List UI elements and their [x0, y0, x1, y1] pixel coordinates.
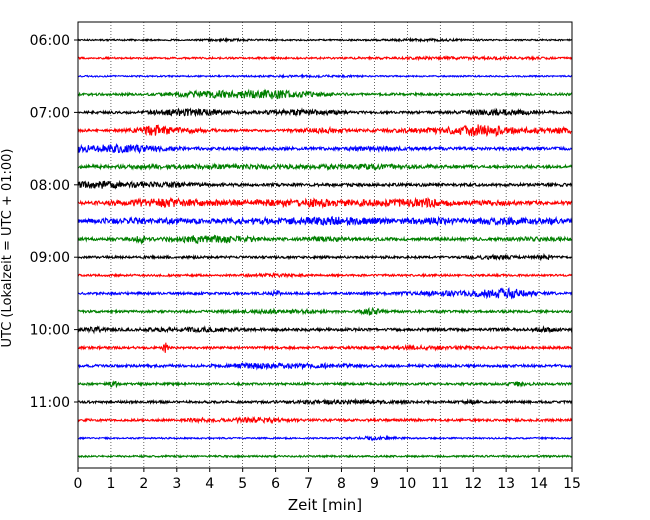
y-axis-ticks: 06:00 07:00 08:00 09:00 10:00 11:00	[30, 33, 78, 411]
trace-line	[77, 434, 573, 442]
trace-line	[77, 162, 573, 172]
y-tick-label: 10:00	[30, 323, 70, 339]
x-tick-label: 11	[431, 476, 449, 492]
plot-frame	[77, 21, 573, 469]
y-tick-label: 06:00	[30, 33, 70, 49]
trace-line	[77, 234, 573, 245]
trace-line	[77, 325, 573, 335]
x-tick-label: 0	[74, 476, 83, 492]
trace-line	[77, 306, 573, 316]
y-tick-label: 07:00	[30, 105, 70, 121]
trace-line	[77, 252, 573, 262]
x-tick-label: 10	[398, 476, 416, 492]
trace-line	[77, 397, 573, 406]
trace-line	[77, 215, 573, 227]
trace-line	[77, 36, 573, 44]
x-axis-title: Zeit [min]	[288, 496, 362, 514]
x-tick-label: 9	[370, 476, 379, 492]
trace-line	[77, 54, 573, 62]
x-tick-label: 12	[464, 476, 482, 492]
trace-line	[77, 196, 573, 209]
trace-line	[77, 142, 573, 155]
y-tick-label: 11:00	[30, 395, 70, 411]
trace-line	[77, 179, 573, 190]
x-tick-label: 1	[106, 476, 115, 492]
x-tick-label: 14	[530, 476, 548, 492]
x-tick-label: 15	[563, 476, 581, 492]
x-tick-label: 2	[139, 476, 148, 492]
y-axis-title: UTC (Lokalzeit = UTC + 01:00)	[0, 149, 15, 348]
trace-line	[77, 342, 573, 353]
x-tick-label: 8	[337, 476, 346, 492]
trace-line	[77, 124, 573, 138]
trace-line	[77, 453, 573, 459]
x-tick-label: 4	[205, 476, 214, 492]
x-tick-label: 6	[271, 476, 280, 492]
x-axis-ticks: 0 1 2 3 4 5 6 7 8 9 10 11 12 13 14 15	[74, 468, 581, 492]
x-tick-label: 5	[238, 476, 247, 492]
trace-line	[77, 380, 573, 389]
x-tick-label: 3	[172, 476, 181, 492]
trace-line	[77, 107, 573, 118]
vertical-grid-lines	[110, 22, 540, 468]
trace-line	[77, 73, 573, 79]
trace-line	[77, 415, 573, 425]
trace-line	[77, 88, 573, 100]
trace-line	[77, 272, 573, 279]
y-tick-label: 08:00	[30, 178, 70, 194]
y-tick-label: 09:00	[30, 250, 70, 266]
trace-series-group	[77, 36, 573, 459]
x-tick-label: 13	[497, 476, 515, 492]
x-tick-label: 7	[304, 476, 313, 492]
trace-line	[77, 361, 573, 371]
trace-line	[77, 287, 573, 300]
